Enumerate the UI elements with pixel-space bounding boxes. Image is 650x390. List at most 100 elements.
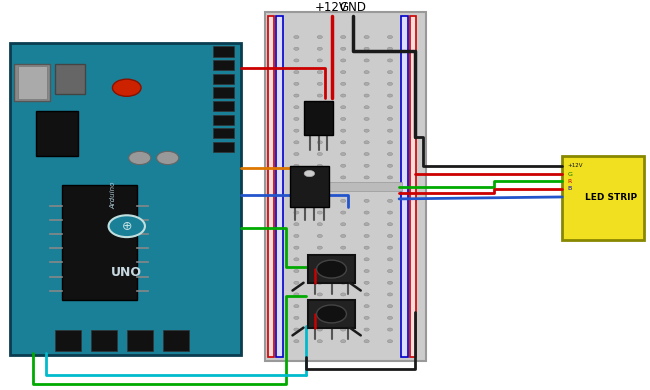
Circle shape — [317, 305, 322, 308]
Circle shape — [317, 82, 322, 85]
Circle shape — [341, 293, 346, 296]
Circle shape — [341, 176, 346, 179]
Bar — [91, 330, 117, 351]
Circle shape — [341, 82, 346, 85]
Circle shape — [304, 170, 315, 177]
Circle shape — [317, 129, 322, 132]
Bar — [10, 43, 240, 355]
Circle shape — [112, 79, 141, 96]
Circle shape — [317, 71, 322, 74]
Circle shape — [364, 211, 369, 214]
Circle shape — [387, 328, 393, 331]
Circle shape — [387, 199, 393, 202]
Circle shape — [364, 176, 369, 179]
Circle shape — [341, 164, 346, 167]
Circle shape — [341, 71, 346, 74]
Text: UNO: UNO — [111, 266, 142, 280]
Circle shape — [317, 35, 322, 39]
Text: R: R — [567, 179, 572, 184]
Bar — [265, 12, 426, 361]
Circle shape — [294, 71, 299, 74]
Circle shape — [294, 281, 299, 284]
Circle shape — [364, 141, 369, 144]
Circle shape — [364, 164, 369, 167]
Circle shape — [109, 215, 145, 237]
Circle shape — [387, 82, 393, 85]
Bar — [268, 16, 274, 357]
Circle shape — [387, 269, 393, 273]
Bar — [55, 64, 84, 94]
Circle shape — [387, 340, 393, 343]
Circle shape — [294, 199, 299, 202]
Circle shape — [294, 47, 299, 50]
Text: GND: GND — [339, 1, 367, 14]
Circle shape — [317, 117, 322, 121]
Circle shape — [364, 223, 369, 226]
Circle shape — [364, 82, 369, 85]
Bar — [213, 60, 234, 70]
Circle shape — [387, 293, 393, 296]
Circle shape — [294, 117, 299, 121]
Text: Arduino: Arduino — [111, 181, 117, 209]
Circle shape — [364, 281, 369, 284]
Circle shape — [364, 305, 369, 308]
Circle shape — [317, 176, 322, 179]
Circle shape — [129, 151, 151, 165]
Circle shape — [317, 305, 346, 323]
Circle shape — [341, 106, 346, 109]
Circle shape — [317, 47, 322, 50]
Circle shape — [317, 223, 322, 226]
Circle shape — [387, 234, 393, 238]
Circle shape — [341, 47, 346, 50]
Bar — [18, 66, 47, 99]
Circle shape — [341, 305, 346, 308]
Circle shape — [364, 246, 369, 249]
Circle shape — [341, 258, 346, 261]
Text: ⊕: ⊕ — [122, 220, 132, 233]
Circle shape — [341, 246, 346, 249]
Circle shape — [341, 94, 346, 97]
Circle shape — [317, 293, 322, 296]
Bar — [304, 101, 333, 135]
Circle shape — [387, 258, 393, 261]
Circle shape — [341, 129, 346, 132]
Circle shape — [364, 59, 369, 62]
Circle shape — [317, 269, 322, 273]
Circle shape — [364, 293, 369, 296]
Circle shape — [387, 47, 393, 50]
Bar — [62, 185, 136, 300]
Bar — [401, 16, 408, 357]
Circle shape — [294, 269, 299, 273]
Circle shape — [341, 152, 346, 156]
Circle shape — [294, 246, 299, 249]
Circle shape — [387, 117, 393, 121]
Circle shape — [387, 94, 393, 97]
Circle shape — [294, 316, 299, 319]
Circle shape — [341, 269, 346, 273]
Circle shape — [294, 164, 299, 167]
Bar — [162, 330, 188, 351]
Circle shape — [364, 117, 369, 121]
Circle shape — [294, 293, 299, 296]
Text: +12V: +12V — [315, 1, 348, 14]
Circle shape — [364, 71, 369, 74]
Circle shape — [157, 151, 179, 165]
Circle shape — [294, 82, 299, 85]
Text: B: B — [567, 186, 572, 191]
Circle shape — [317, 94, 322, 97]
Circle shape — [341, 223, 346, 226]
Circle shape — [387, 106, 393, 109]
Circle shape — [317, 59, 322, 62]
Circle shape — [364, 269, 369, 273]
Circle shape — [387, 152, 393, 156]
Circle shape — [317, 211, 322, 214]
Circle shape — [317, 164, 322, 167]
Circle shape — [387, 281, 393, 284]
Bar — [308, 255, 355, 283]
Circle shape — [387, 59, 393, 62]
Circle shape — [294, 328, 299, 331]
Bar — [55, 330, 81, 351]
Circle shape — [364, 35, 369, 39]
Circle shape — [294, 106, 299, 109]
Circle shape — [317, 328, 322, 331]
